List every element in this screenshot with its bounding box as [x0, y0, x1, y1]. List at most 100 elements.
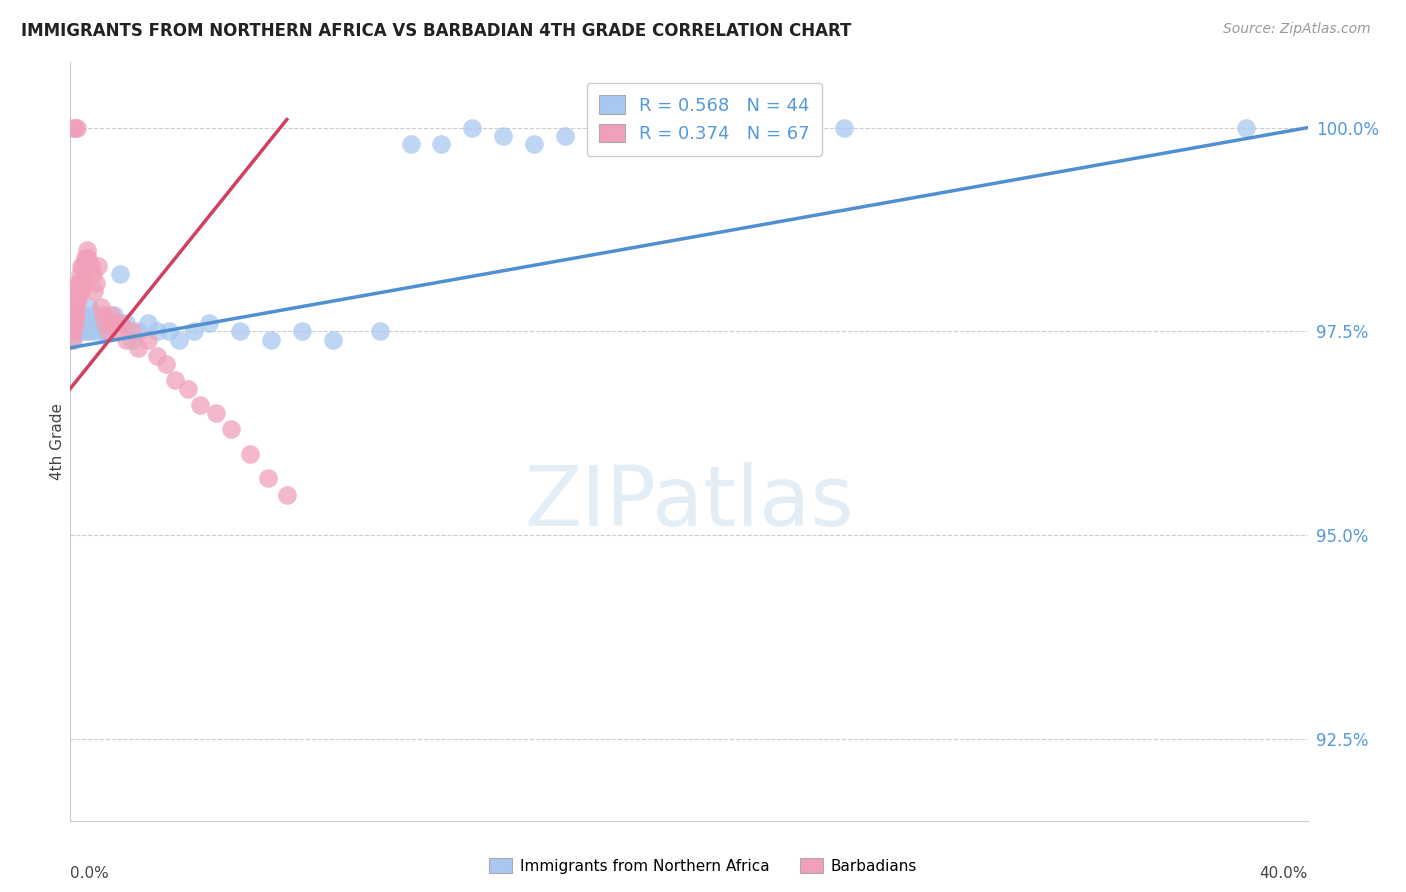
Point	[84, 276, 107, 290]
Point	[399, 136, 422, 151]
Point	[108, 268, 131, 282]
Point	[430, 136, 453, 151]
Point	[59, 325, 82, 339]
Point	[63, 308, 86, 322]
Point	[136, 316, 159, 330]
Point	[79, 325, 101, 339]
Point	[461, 120, 484, 135]
Text: 0.0%: 0.0%	[70, 866, 110, 881]
Point	[67, 316, 90, 330]
Point	[66, 292, 89, 306]
Point	[276, 487, 298, 501]
Point	[103, 308, 125, 322]
Point	[165, 373, 187, 387]
Point	[322, 333, 344, 347]
Point	[90, 325, 112, 339]
Point	[60, 316, 83, 330]
Point	[94, 316, 117, 330]
Point	[121, 333, 143, 347]
Point	[63, 308, 86, 322]
Point	[77, 300, 100, 314]
Point	[188, 398, 211, 412]
Point	[103, 316, 125, 330]
Point	[62, 316, 84, 330]
Point	[60, 333, 83, 347]
Text: IMMIGRANTS FROM NORTHERN AFRICA VS BARBADIAN 4TH GRADE CORRELATION CHART: IMMIGRANTS FROM NORTHERN AFRICA VS BARBA…	[21, 22, 852, 40]
Point	[90, 300, 112, 314]
Point	[127, 325, 149, 339]
Point	[105, 325, 128, 339]
Point	[72, 325, 94, 339]
Point	[87, 316, 110, 330]
Point	[62, 333, 84, 347]
Point	[67, 276, 90, 290]
Text: ZIPatlas: ZIPatlas	[524, 462, 853, 542]
Y-axis label: 4th Grade: 4th Grade	[49, 403, 65, 480]
Point	[93, 325, 115, 339]
Point	[83, 284, 105, 298]
Point	[63, 300, 86, 314]
Point	[121, 325, 143, 339]
Point	[76, 243, 98, 257]
Legend: Immigrants from Northern Africa, Barbadians: Immigrants from Northern Africa, Barbadi…	[484, 852, 922, 880]
Point	[62, 316, 84, 330]
Point	[136, 333, 159, 347]
Point	[257, 471, 280, 485]
Point	[167, 333, 190, 347]
Point	[127, 341, 149, 355]
Point	[115, 333, 138, 347]
Point	[77, 251, 100, 265]
Point	[80, 316, 103, 330]
Point	[66, 120, 89, 135]
Point	[62, 316, 84, 330]
Point	[60, 325, 83, 339]
Point	[62, 120, 84, 135]
Point	[63, 120, 86, 135]
Point	[76, 325, 98, 339]
Point	[219, 422, 242, 436]
Point	[63, 316, 86, 330]
Point	[554, 128, 576, 143]
Point	[73, 308, 96, 322]
Point	[291, 325, 314, 339]
Point	[91, 308, 114, 322]
Point	[229, 325, 252, 339]
Point	[96, 316, 118, 330]
Point	[80, 259, 103, 273]
Point	[70, 259, 93, 273]
Point	[65, 292, 87, 306]
Point	[832, 120, 855, 135]
Text: Source: ZipAtlas.com: Source: ZipAtlas.com	[1223, 22, 1371, 37]
Point	[110, 316, 132, 330]
Point	[157, 325, 180, 339]
Point	[82, 308, 105, 322]
Point	[69, 325, 91, 339]
Point	[73, 251, 96, 265]
Point	[177, 382, 200, 396]
Point	[65, 300, 87, 314]
Point	[65, 316, 87, 330]
Legend: R = 0.568   N = 44, R = 0.374   N = 67: R = 0.568 N = 44, R = 0.374 N = 67	[586, 83, 823, 156]
Point	[1234, 120, 1257, 135]
Text: 40.0%: 40.0%	[1260, 866, 1308, 881]
Point	[69, 284, 91, 298]
Point	[678, 136, 700, 151]
Point	[100, 308, 122, 322]
Point	[239, 447, 262, 461]
Point	[72, 259, 94, 273]
Point	[65, 300, 87, 314]
Point	[65, 325, 87, 339]
Point	[198, 316, 221, 330]
Point	[155, 357, 177, 371]
Point	[75, 316, 97, 330]
Point	[204, 406, 226, 420]
Point	[183, 325, 205, 339]
Point	[84, 325, 107, 339]
Point	[65, 308, 87, 322]
Point	[87, 259, 110, 273]
Point	[115, 316, 138, 330]
Point	[66, 284, 89, 298]
Point	[75, 251, 97, 265]
Point	[67, 292, 90, 306]
Point	[69, 268, 91, 282]
